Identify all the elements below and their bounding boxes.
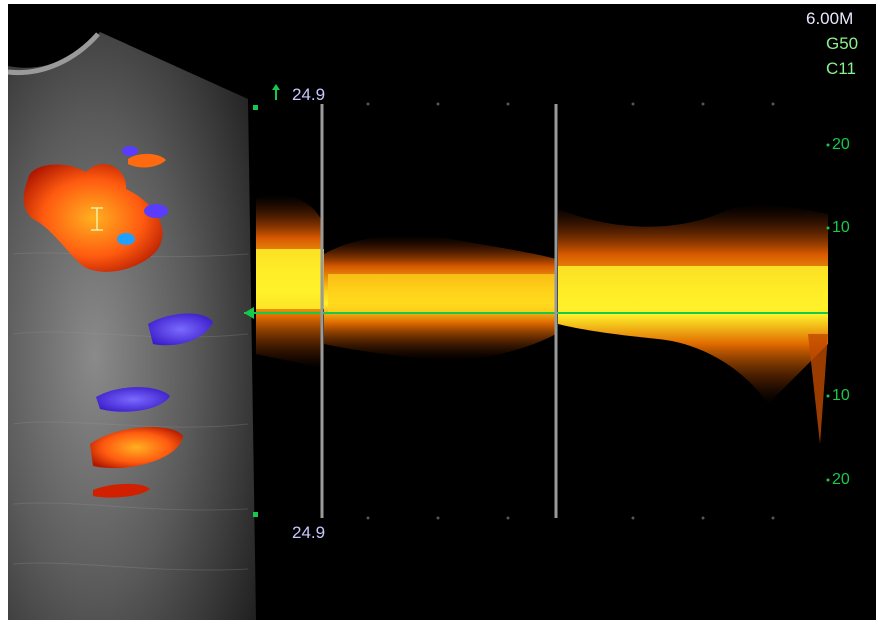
flow-blue-mid — [148, 313, 213, 346]
scale-label-top-20: 20 — [832, 136, 850, 153]
flow-red-lower — [90, 426, 183, 469]
flow-red-bottom — [93, 483, 150, 498]
velocity-arrow-icon — [272, 84, 280, 100]
scale-label-top-10: 10 — [832, 219, 850, 236]
sample-gate-marker — [91, 207, 103, 231]
flow-blue-lower — [96, 387, 170, 412]
tissue-texture — [12, 252, 249, 571]
flow-blue-right — [144, 204, 168, 218]
flow-red-small — [128, 153, 166, 168]
scale-label-bottom-20: 20 — [832, 471, 850, 488]
velocity-bottom-label: 24.9 — [292, 523, 326, 542]
flow-blue-spot — [117, 233, 135, 245]
spectrum-trace — [256, 194, 828, 444]
tissue-region — [8, 32, 256, 620]
ultrasound-screen: 6.00M G50 C11 24.9 24.9 20 10 10 20 — [8, 4, 876, 620]
ultrasound-image — [8, 32, 830, 620]
velocity-top-label: 24.9 — [292, 85, 326, 104]
transducer-arc — [8, 32, 100, 76]
gain-label: G50 — [826, 34, 859, 53]
time-grid-dots — [366, 102, 775, 520]
scale-marks — [253, 105, 830, 517]
frequency-label: 6.00M — [806, 9, 854, 28]
flow-blue-top — [122, 146, 138, 156]
baseline-marker — [244, 307, 254, 319]
color-gain-label: C11 — [826, 59, 856, 78]
scale-label-bottom-10: 10 — [832, 387, 850, 404]
